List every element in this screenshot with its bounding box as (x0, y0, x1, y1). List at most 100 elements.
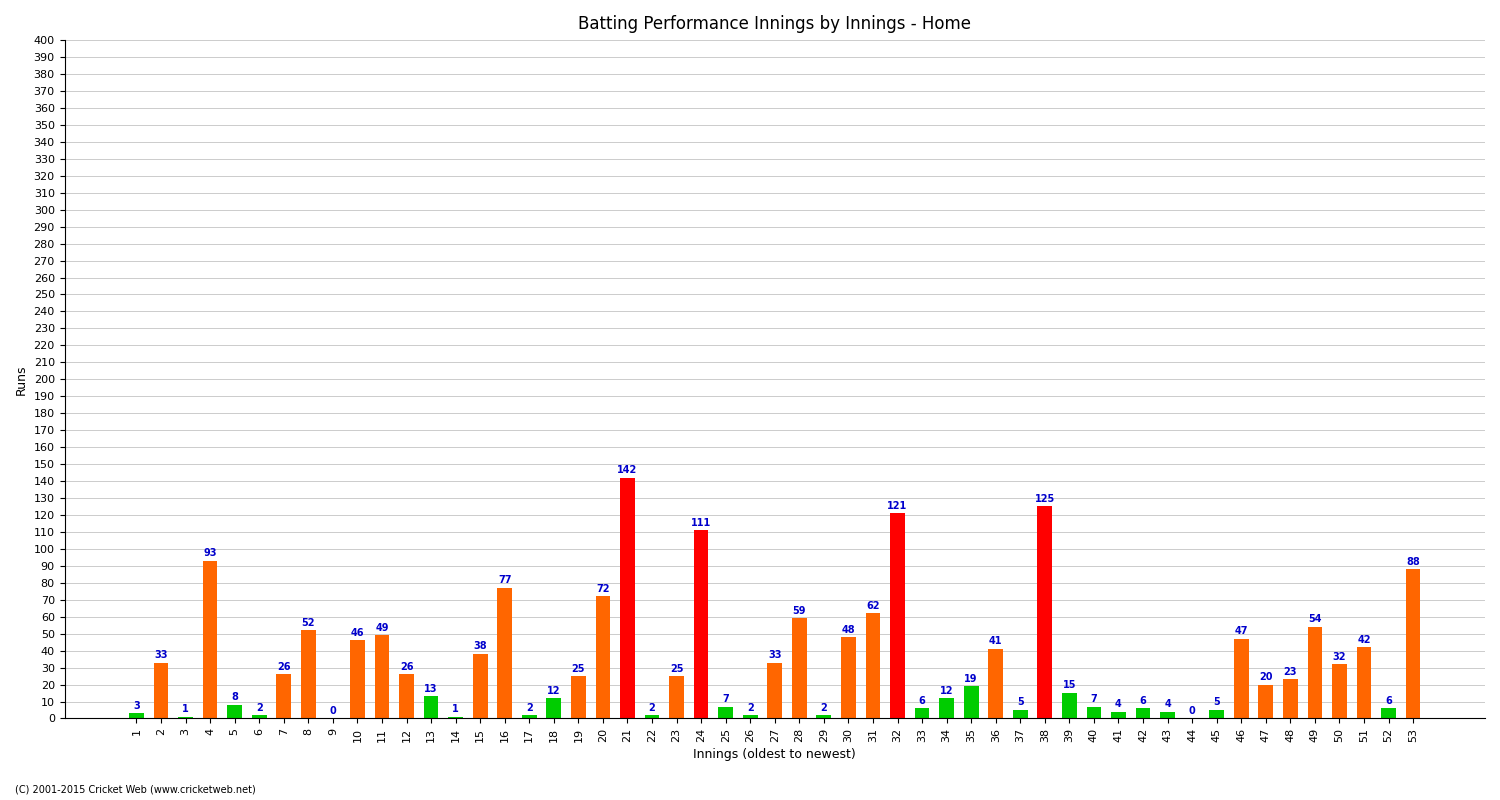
Text: 12: 12 (548, 686, 561, 695)
Bar (1013, 710, 1028, 718)
Text: 2: 2 (648, 702, 656, 713)
Text: 52: 52 (302, 618, 315, 628)
Bar (1332, 664, 1347, 718)
Text: 77: 77 (498, 575, 512, 586)
Bar (522, 715, 537, 718)
Bar (1038, 506, 1052, 718)
Bar (988, 649, 1004, 718)
Text: 26: 26 (400, 662, 414, 672)
Bar (276, 674, 291, 718)
Text: 2: 2 (256, 702, 262, 713)
Bar (693, 530, 708, 718)
Text: 38: 38 (474, 642, 488, 651)
Text: 7: 7 (723, 694, 729, 704)
Text: 1: 1 (182, 704, 189, 714)
Text: 0: 0 (1188, 706, 1196, 716)
Text: 46: 46 (351, 628, 364, 638)
Bar (816, 715, 831, 718)
Bar (1136, 708, 1150, 718)
Bar (350, 641, 364, 718)
Text: 142: 142 (618, 465, 638, 475)
Text: 6: 6 (918, 696, 926, 706)
Text: 1: 1 (452, 704, 459, 714)
Bar (915, 708, 930, 718)
Bar (620, 478, 634, 718)
Text: 19: 19 (964, 674, 978, 684)
Text: 62: 62 (865, 601, 879, 610)
Text: 54: 54 (1308, 614, 1322, 624)
Text: 3: 3 (134, 701, 140, 711)
Text: 7: 7 (1090, 694, 1098, 704)
Title: Batting Performance Innings by Innings - Home: Batting Performance Innings by Innings -… (579, 15, 972, 33)
Text: 13: 13 (424, 684, 438, 694)
Bar (669, 676, 684, 718)
Text: 59: 59 (792, 606, 806, 616)
Text: 49: 49 (375, 623, 388, 633)
Text: 0: 0 (330, 706, 336, 716)
Text: 2: 2 (747, 702, 753, 713)
Text: 88: 88 (1406, 557, 1420, 566)
Bar (448, 717, 464, 718)
Text: 5: 5 (1214, 698, 1219, 707)
Text: (C) 2001-2015 Cricket Web (www.cricketweb.net): (C) 2001-2015 Cricket Web (www.cricketwe… (15, 784, 255, 794)
Text: 47: 47 (1234, 626, 1248, 636)
Text: 6: 6 (1140, 696, 1146, 706)
Text: 72: 72 (596, 584, 609, 594)
Text: 33: 33 (768, 650, 782, 660)
Bar (1258, 685, 1274, 718)
Bar (1234, 638, 1248, 718)
Bar (1209, 710, 1224, 718)
Bar (178, 717, 194, 718)
Bar (596, 596, 610, 718)
Bar (572, 676, 585, 718)
Bar (964, 686, 978, 718)
Bar (375, 635, 390, 718)
Text: 4: 4 (1164, 699, 1172, 709)
Text: 32: 32 (1332, 652, 1346, 662)
Text: 33: 33 (154, 650, 168, 660)
Bar (1356, 647, 1371, 718)
Bar (1406, 570, 1420, 718)
Bar (423, 697, 438, 718)
Text: 25: 25 (572, 663, 585, 674)
Bar (228, 705, 242, 718)
Text: 41: 41 (988, 636, 1002, 646)
Text: 23: 23 (1284, 667, 1298, 677)
Bar (472, 654, 488, 718)
Bar (1382, 708, 1396, 718)
Text: 15: 15 (1062, 681, 1076, 690)
Text: 48: 48 (842, 625, 855, 634)
Text: 42: 42 (1358, 634, 1371, 645)
Bar (1112, 712, 1126, 718)
Bar (865, 614, 880, 718)
Text: 6: 6 (1384, 696, 1392, 706)
Bar (399, 674, 414, 718)
Bar (1086, 706, 1101, 718)
Bar (1308, 627, 1322, 718)
Bar (252, 715, 267, 718)
Bar (939, 698, 954, 718)
Text: 20: 20 (1258, 672, 1272, 682)
Bar (768, 662, 782, 718)
Bar (645, 715, 660, 718)
Text: 2: 2 (526, 702, 532, 713)
Text: 111: 111 (692, 518, 711, 528)
Text: 5: 5 (1017, 698, 1023, 707)
Text: 25: 25 (670, 663, 684, 674)
Bar (153, 662, 168, 718)
Bar (546, 698, 561, 718)
Text: 26: 26 (278, 662, 291, 672)
Text: 4: 4 (1114, 699, 1122, 709)
Bar (498, 588, 512, 718)
Bar (842, 637, 856, 718)
Bar (1282, 679, 1298, 718)
Bar (890, 514, 904, 718)
Text: 12: 12 (940, 686, 954, 695)
Text: 93: 93 (204, 548, 218, 558)
Text: 8: 8 (231, 692, 238, 702)
Text: 125: 125 (1035, 494, 1054, 504)
Bar (742, 715, 758, 718)
Bar (1160, 712, 1174, 718)
Text: 2: 2 (821, 702, 827, 713)
Y-axis label: Runs: Runs (15, 364, 28, 394)
